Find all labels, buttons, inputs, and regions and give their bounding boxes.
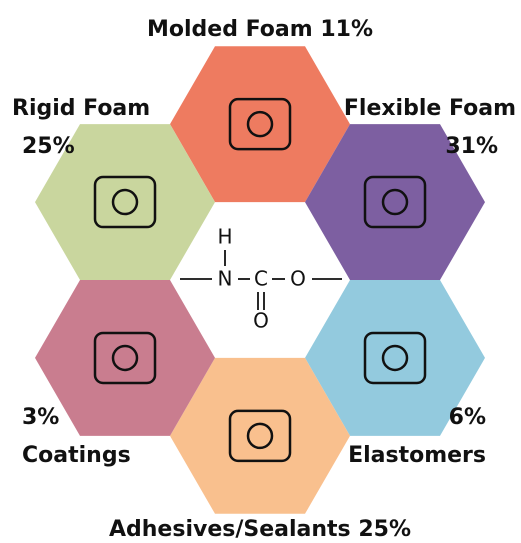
segment-label: Elastomers xyxy=(348,443,486,468)
icon xyxy=(246,422,274,450)
segment-share: 31% xyxy=(445,134,498,159)
icon xyxy=(93,331,157,385)
icon xyxy=(228,409,292,463)
hexagon xyxy=(170,46,350,203)
icon xyxy=(111,188,139,216)
hexagon xyxy=(305,280,485,436)
hexagon xyxy=(35,280,215,436)
icon xyxy=(93,175,157,229)
segment-label: Molded Foam 11% xyxy=(147,17,373,42)
icon xyxy=(228,97,292,151)
hexagon xyxy=(305,124,485,280)
atom: C xyxy=(254,267,268,291)
segment-label: Coatings xyxy=(22,443,131,468)
icon xyxy=(363,331,427,385)
hexagon xyxy=(35,124,215,280)
icon xyxy=(111,344,139,372)
segment-share: 3% xyxy=(22,405,59,430)
atom: O xyxy=(253,309,269,333)
urethane-structure xyxy=(180,250,342,310)
icon xyxy=(246,110,274,138)
segment-share: 25% xyxy=(22,134,75,159)
atom: H xyxy=(217,225,232,249)
segment-label: Adhesives/Sealants 25% xyxy=(109,517,411,542)
atom: O xyxy=(290,267,306,291)
atom: N xyxy=(218,267,233,291)
icon xyxy=(363,175,427,229)
segment-share: 6% xyxy=(449,405,486,430)
segment-label: Flexible Foam xyxy=(344,96,516,121)
icon xyxy=(381,188,409,216)
icon xyxy=(381,344,409,372)
hexagon xyxy=(170,357,350,514)
segment-label: Rigid Foam xyxy=(12,96,150,121)
